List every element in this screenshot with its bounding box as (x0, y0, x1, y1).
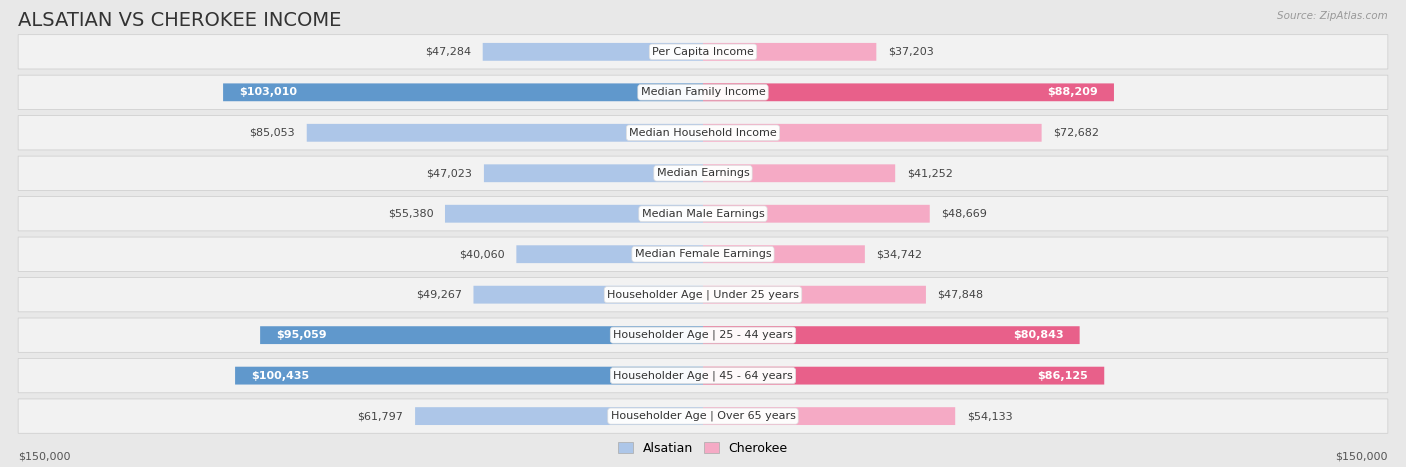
FancyBboxPatch shape (18, 399, 1388, 433)
Text: $61,797: $61,797 (357, 411, 404, 421)
Text: Median Household Income: Median Household Income (628, 128, 778, 138)
Text: ALSATIAN VS CHEROKEE INCOME: ALSATIAN VS CHEROKEE INCOME (18, 11, 342, 30)
FancyBboxPatch shape (18, 318, 1388, 352)
FancyBboxPatch shape (260, 326, 703, 344)
Text: $100,435: $100,435 (252, 371, 309, 381)
FancyBboxPatch shape (703, 205, 929, 223)
Text: $88,209: $88,209 (1047, 87, 1098, 97)
FancyBboxPatch shape (18, 75, 1388, 109)
Text: Median Family Income: Median Family Income (641, 87, 765, 97)
FancyBboxPatch shape (703, 124, 1042, 142)
Text: Median Female Earnings: Median Female Earnings (634, 249, 772, 259)
FancyBboxPatch shape (415, 407, 703, 425)
Text: $47,023: $47,023 (426, 168, 472, 178)
Text: $86,125: $86,125 (1038, 371, 1088, 381)
FancyBboxPatch shape (516, 245, 703, 263)
FancyBboxPatch shape (18, 237, 1388, 271)
FancyBboxPatch shape (703, 407, 955, 425)
Text: Householder Age | Under 25 years: Householder Age | Under 25 years (607, 290, 799, 300)
Legend: Alsatian, Cherokee: Alsatian, Cherokee (613, 437, 793, 460)
FancyBboxPatch shape (224, 84, 703, 101)
Text: Median Male Earnings: Median Male Earnings (641, 209, 765, 219)
Text: $34,742: $34,742 (876, 249, 922, 259)
FancyBboxPatch shape (18, 35, 1388, 69)
Text: $55,380: $55,380 (388, 209, 433, 219)
Text: $103,010: $103,010 (239, 87, 298, 97)
FancyBboxPatch shape (703, 245, 865, 263)
Text: Householder Age | Over 65 years: Householder Age | Over 65 years (610, 411, 796, 421)
FancyBboxPatch shape (18, 359, 1388, 393)
FancyBboxPatch shape (444, 205, 703, 223)
Text: $47,848: $47,848 (938, 290, 984, 300)
Text: $41,252: $41,252 (907, 168, 953, 178)
Text: $49,267: $49,267 (416, 290, 461, 300)
FancyBboxPatch shape (18, 277, 1388, 312)
FancyBboxPatch shape (235, 367, 703, 384)
FancyBboxPatch shape (703, 43, 876, 61)
Text: $72,682: $72,682 (1053, 128, 1099, 138)
Text: $48,669: $48,669 (942, 209, 987, 219)
FancyBboxPatch shape (18, 116, 1388, 150)
Text: $95,059: $95,059 (277, 330, 328, 340)
Text: $54,133: $54,133 (967, 411, 1012, 421)
FancyBboxPatch shape (703, 367, 1104, 384)
Text: Householder Age | 25 - 44 years: Householder Age | 25 - 44 years (613, 330, 793, 340)
Text: $150,000: $150,000 (18, 452, 70, 462)
FancyBboxPatch shape (307, 124, 703, 142)
FancyBboxPatch shape (474, 286, 703, 304)
FancyBboxPatch shape (703, 286, 927, 304)
Text: Median Earnings: Median Earnings (657, 168, 749, 178)
Text: Source: ZipAtlas.com: Source: ZipAtlas.com (1277, 11, 1388, 21)
FancyBboxPatch shape (703, 84, 1114, 101)
Text: $150,000: $150,000 (1336, 452, 1388, 462)
FancyBboxPatch shape (482, 43, 703, 61)
Text: $40,060: $40,060 (460, 249, 505, 259)
Text: $37,203: $37,203 (889, 47, 934, 57)
Text: Householder Age | 45 - 64 years: Householder Age | 45 - 64 years (613, 370, 793, 381)
FancyBboxPatch shape (703, 326, 1080, 344)
FancyBboxPatch shape (18, 197, 1388, 231)
FancyBboxPatch shape (703, 164, 896, 182)
Text: Per Capita Income: Per Capita Income (652, 47, 754, 57)
Text: $80,843: $80,843 (1012, 330, 1063, 340)
FancyBboxPatch shape (484, 164, 703, 182)
Text: $85,053: $85,053 (249, 128, 295, 138)
Text: $47,284: $47,284 (425, 47, 471, 57)
FancyBboxPatch shape (18, 156, 1388, 191)
